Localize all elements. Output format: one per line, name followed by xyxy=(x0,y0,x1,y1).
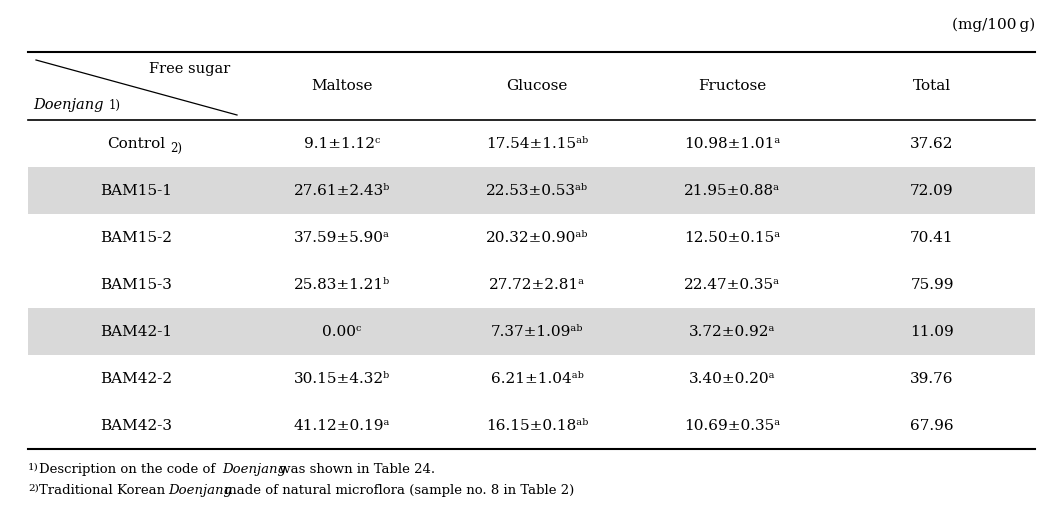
Text: Doenjang: Doenjang xyxy=(223,463,286,476)
Text: 16.15±0.18ᵃᵇ: 16.15±0.18ᵃᵇ xyxy=(486,419,588,432)
Text: 12.50±0.15ᵃ: 12.50±0.15ᵃ xyxy=(684,230,780,244)
Text: 10.98±1.01ᵃ: 10.98±1.01ᵃ xyxy=(684,136,780,151)
Text: (mg/100 g): (mg/100 g) xyxy=(951,18,1035,32)
Text: 70.41: 70.41 xyxy=(910,230,953,244)
Text: 10.69±0.35ᵃ: 10.69±0.35ᵃ xyxy=(684,419,780,432)
Text: 2): 2) xyxy=(170,142,182,155)
Bar xyxy=(27,308,1035,355)
Text: Fructose: Fructose xyxy=(698,79,766,93)
Text: Control: Control xyxy=(107,136,165,151)
Text: 37.62: 37.62 xyxy=(910,136,953,151)
Text: 22.47±0.35ᵃ: 22.47±0.35ᵃ xyxy=(684,277,780,291)
Text: Doenjang: Doenjang xyxy=(33,98,104,112)
Text: BAM15-2: BAM15-2 xyxy=(100,230,172,244)
Text: 0.00ᶜ: 0.00ᶜ xyxy=(322,324,361,338)
Text: 20.32±0.90ᵃᵇ: 20.32±0.90ᵃᵇ xyxy=(486,230,589,244)
Text: was shown in Table 24.: was shown in Table 24. xyxy=(275,463,434,476)
Text: 27.72±2.81ᵃ: 27.72±2.81ᵃ xyxy=(489,277,586,291)
Text: 3.40±0.20ᵃ: 3.40±0.20ᵃ xyxy=(689,371,776,385)
Text: 41.12±0.19ᵃ: 41.12±0.19ᵃ xyxy=(294,419,390,432)
Text: 37.59±5.90ᵃ: 37.59±5.90ᵃ xyxy=(294,230,390,244)
Text: 72.09: 72.09 xyxy=(910,183,953,197)
Text: BAM42-1: BAM42-1 xyxy=(100,324,172,338)
Text: 22.53±0.53ᵃᵇ: 22.53±0.53ᵃᵇ xyxy=(486,183,588,197)
Text: 21.95±0.88ᵃ: 21.95±0.88ᵃ xyxy=(684,183,780,197)
Text: Free sugar: Free sugar xyxy=(149,62,230,76)
Text: 11.09: 11.09 xyxy=(910,324,953,338)
Text: 2): 2) xyxy=(27,484,39,493)
Text: 7.37±1.09ᵃᵇ: 7.37±1.09ᵃᵇ xyxy=(490,324,583,338)
Text: Maltose: Maltose xyxy=(311,79,373,93)
Text: BAM42-3: BAM42-3 xyxy=(100,419,172,432)
Text: 67.96: 67.96 xyxy=(910,419,953,432)
Text: 27.61±2.43ᵇ: 27.61±2.43ᵇ xyxy=(294,183,390,197)
Text: 25.83±1.21ᵇ: 25.83±1.21ᵇ xyxy=(294,277,390,291)
Bar xyxy=(27,167,1035,214)
Text: Total: Total xyxy=(913,79,951,93)
Text: Doenjang: Doenjang xyxy=(168,484,233,497)
Text: 9.1±1.12ᶜ: 9.1±1.12ᶜ xyxy=(303,136,381,151)
Text: 39.76: 39.76 xyxy=(910,371,953,385)
Text: BAM42-2: BAM42-2 xyxy=(100,371,172,385)
Text: Glucose: Glucose xyxy=(506,79,568,93)
Text: 17.54±1.15ᵃᵇ: 17.54±1.15ᵃᵇ xyxy=(486,136,588,151)
Text: BAM15-3: BAM15-3 xyxy=(100,277,172,291)
Text: 30.15±4.32ᵇ: 30.15±4.32ᵇ xyxy=(294,371,390,385)
Text: Description on the code of: Description on the code of xyxy=(39,463,220,476)
Text: 6.21±1.04ᵃᵇ: 6.21±1.04ᵃᵇ xyxy=(490,371,583,385)
Text: 1): 1) xyxy=(109,99,120,112)
Text: made of natural microflora (sample no. 8 in Table 2): made of natural microflora (sample no. 8… xyxy=(220,484,574,497)
Text: Traditional Korean: Traditional Korean xyxy=(39,484,169,497)
Text: 75.99: 75.99 xyxy=(910,277,953,291)
Text: BAM15-1: BAM15-1 xyxy=(100,183,172,197)
Text: 3.72±0.92ᵃ: 3.72±0.92ᵃ xyxy=(689,324,775,338)
Text: 1): 1) xyxy=(27,463,39,472)
